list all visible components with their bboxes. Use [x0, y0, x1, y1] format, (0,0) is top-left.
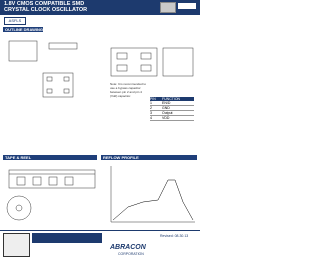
- product-photo: [160, 2, 176, 13]
- page: 1.8V CMOS COMPATIBLE SMD CRYSTAL CLOCK O…: [0, 0, 200, 259]
- th: FUNCTION: [162, 97, 181, 101]
- header-bar: [0, 0, 200, 15]
- revised: Revised: 08.30.13: [160, 234, 189, 238]
- section-header: TAPE & REEL: [3, 155, 97, 160]
- pin-table: PIN FUNCTION 1 EN/D 2 GND 3 Output 4 VDD: [150, 97, 194, 121]
- notice-box: [32, 233, 102, 243]
- logo-box: [178, 3, 196, 9]
- th: PIN: [150, 97, 156, 101]
- pin-row: 4 VDD: [150, 116, 194, 121]
- outline-drawing: [8, 40, 194, 98]
- footer-rule: [0, 230, 200, 231]
- company: ABRACON: [110, 244, 146, 251]
- cell: Output: [162, 111, 173, 115]
- cell: EN/D: [162, 101, 171, 105]
- title-line: 1.8V CMOS COMPATIBLE SMD: [4, 1, 85, 7]
- cell: VDD: [162, 116, 170, 120]
- pin-row: 2 GND: [150, 106, 194, 111]
- cell: 3: [150, 111, 152, 115]
- title-line: CRYSTAL CLOCK OSCILLATOR: [4, 7, 88, 13]
- cell: 4: [150, 116, 152, 120]
- part-number: ASFLS: [4, 17, 26, 25]
- drawings: [6, 166, 195, 223]
- cell: 1: [150, 101, 152, 105]
- cell: 2: [150, 106, 152, 110]
- cert-box: [3, 233, 30, 257]
- cell: GND: [162, 106, 170, 110]
- title: 1.8V CMOS COMPATIBLE SMD CRYSTAL CLOCK O…: [4, 1, 87, 13]
- pin-head: PIN FUNCTION: [150, 97, 194, 101]
- section-header: REFLOW PROFILE: [101, 155, 197, 160]
- pin-row: 3 Output: [150, 111, 194, 116]
- pin-row: 1 EN/D: [150, 101, 194, 106]
- note: Note: It is recommended to use a bypass …: [110, 82, 147, 98]
- corp: CORPORATION: [118, 252, 144, 256]
- section-header: OUTLINE DRAWING: [3, 27, 43, 32]
